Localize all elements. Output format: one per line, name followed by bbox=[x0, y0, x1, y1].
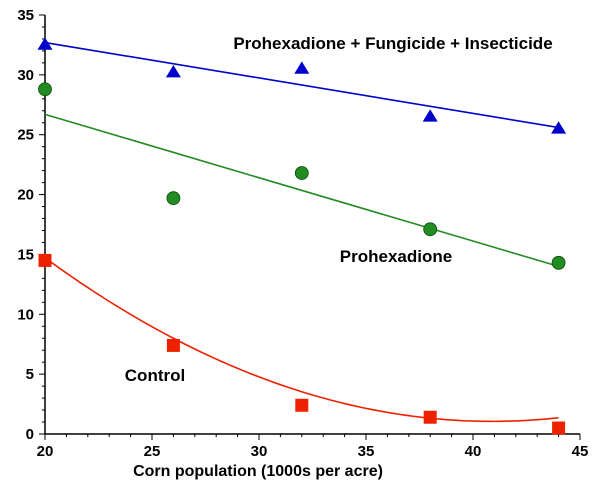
series-label: Control bbox=[125, 366, 185, 385]
triangle-point bbox=[165, 64, 181, 78]
circle-point bbox=[294, 166, 309, 180]
circle-point bbox=[38, 82, 52, 97]
y-tick-label: 25 bbox=[17, 127, 34, 144]
y-tick-label: 0 bbox=[26, 426, 34, 443]
y-tick-label: 15 bbox=[17, 246, 34, 263]
triangle-point bbox=[37, 37, 53, 50]
y-tick-label: 20 bbox=[17, 187, 34, 204]
y-tick-label: 30 bbox=[17, 67, 34, 84]
trend-lines bbox=[44, 41, 559, 423]
x-tick-label: 25 bbox=[144, 443, 161, 460]
circle-point bbox=[551, 255, 566, 270]
square-point bbox=[552, 421, 566, 435]
x-axis-title: Corn population (1000s per acre) bbox=[133, 463, 383, 480]
square-point bbox=[423, 410, 437, 424]
data-points bbox=[37, 37, 567, 435]
axes: 0 5 10 15 20 25 30 35 20 25 30 35 40 45 bbox=[17, 7, 588, 460]
triangle-point bbox=[422, 109, 438, 122]
series-label: Prohexadione + Fungicide + Insecticide bbox=[233, 34, 552, 53]
square-point bbox=[38, 253, 52, 267]
series-labels: Prohexadione + Fungicide + Insecticide Pr… bbox=[125, 34, 553, 385]
circle-point bbox=[423, 222, 438, 237]
triangle-point bbox=[551, 121, 567, 134]
x-tick-label: 40 bbox=[465, 443, 482, 460]
x-tick-label: 20 bbox=[37, 443, 54, 460]
triangle-point bbox=[294, 61, 310, 74]
trend-line bbox=[44, 41, 559, 129]
y-tick-label: 10 bbox=[17, 306, 34, 323]
x-tick-label: 30 bbox=[251, 443, 268, 460]
x-tick-label: 35 bbox=[358, 443, 375, 460]
square-point bbox=[166, 338, 180, 352]
trend-line bbox=[44, 113, 559, 268]
y-tick-label: 5 bbox=[26, 366, 34, 383]
circle-point bbox=[166, 191, 181, 206]
trend-curve bbox=[44, 257, 559, 423]
x-tick-label: 45 bbox=[572, 443, 589, 460]
y-tick-label: 35 bbox=[17, 7, 34, 24]
square-point bbox=[295, 398, 309, 412]
series-label: Prohexadione bbox=[340, 247, 452, 266]
